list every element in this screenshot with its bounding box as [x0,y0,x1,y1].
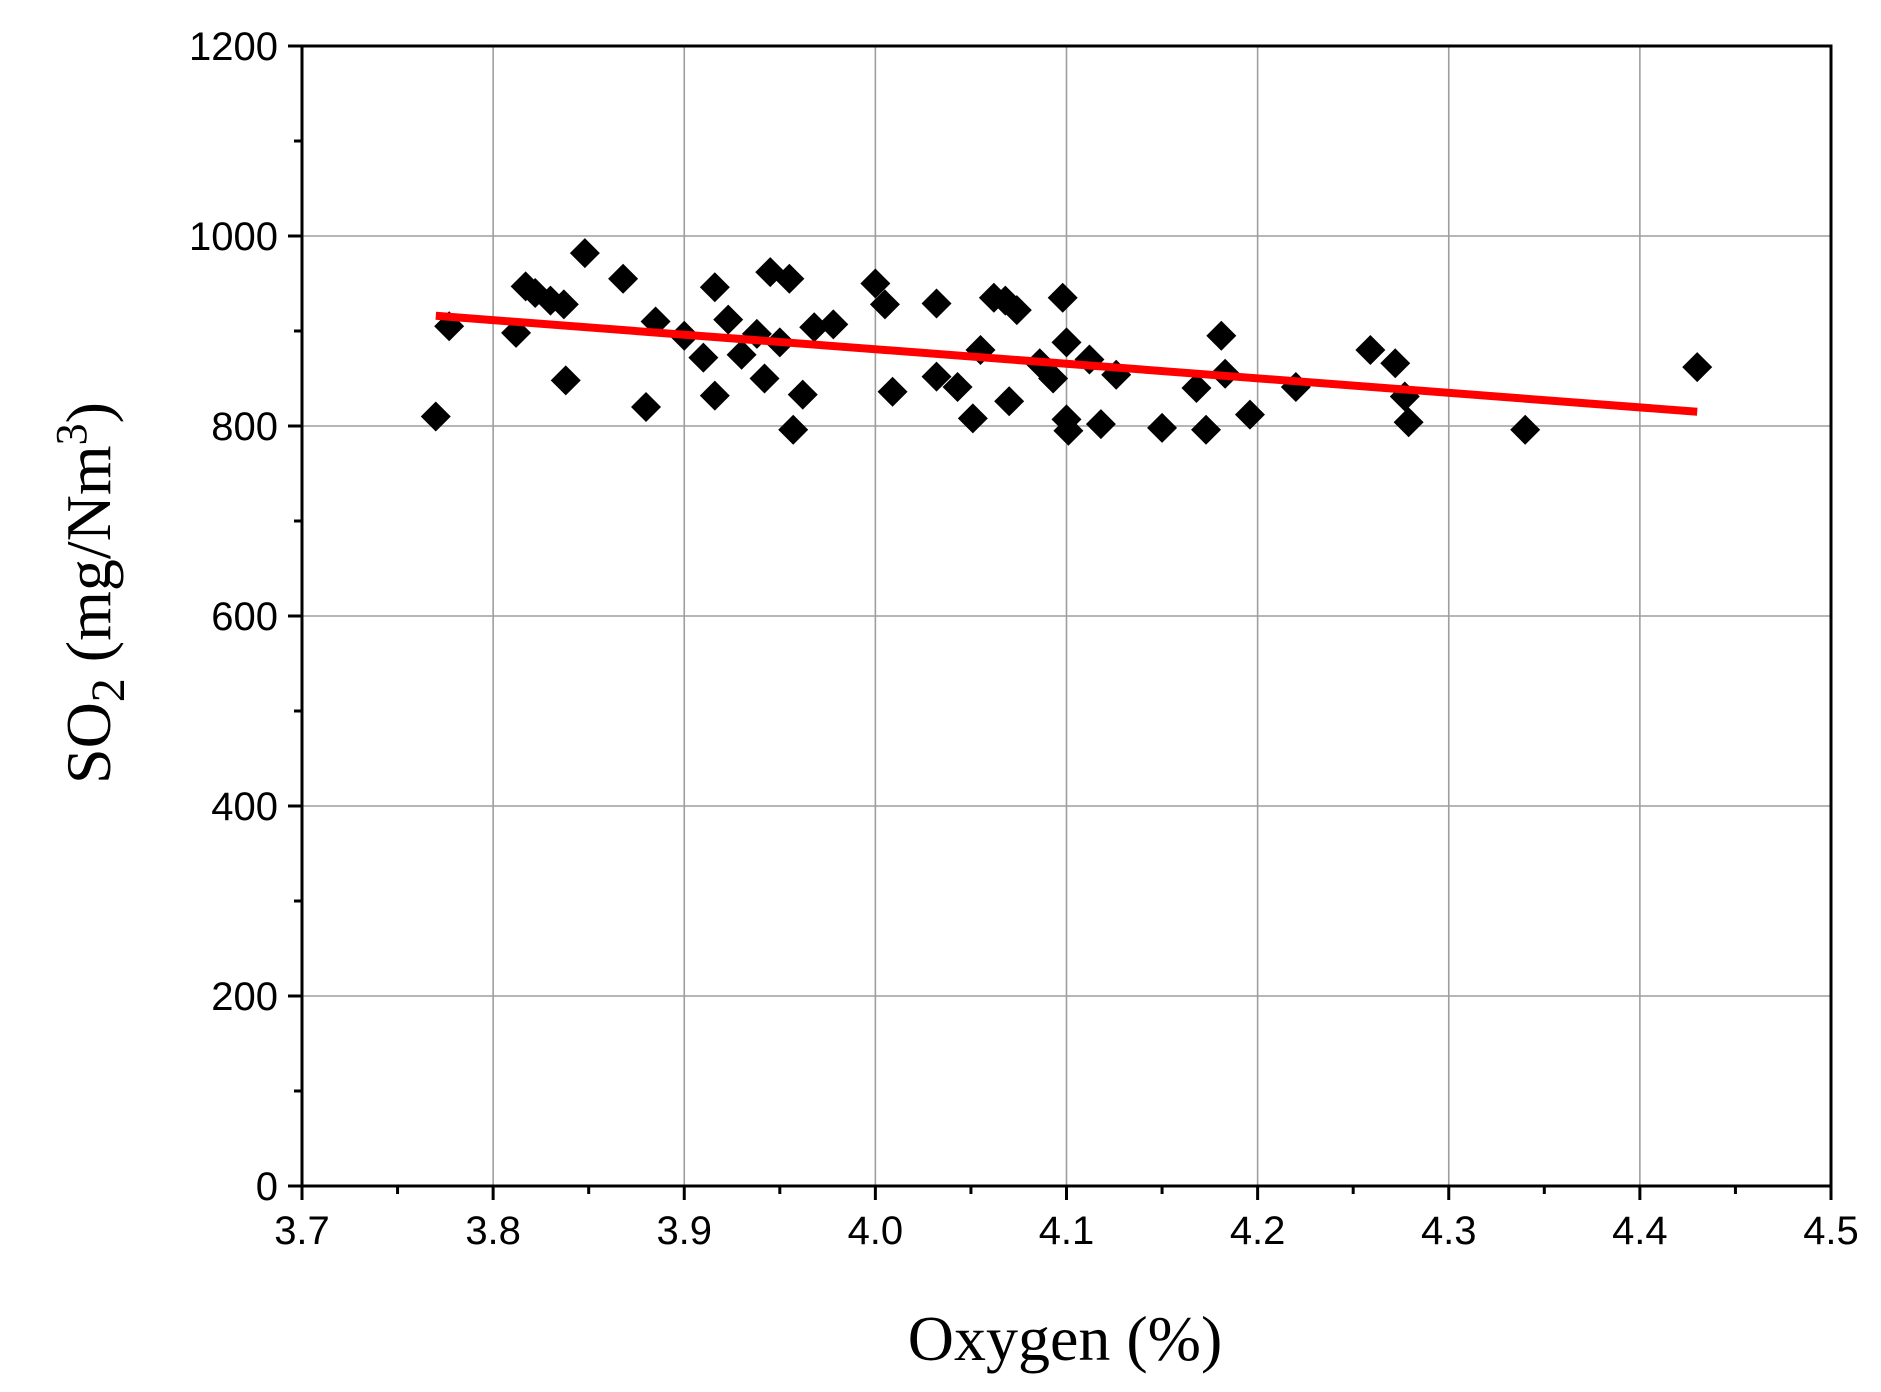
data-point [1380,348,1411,379]
data-point [1147,412,1178,443]
x-tick-label: 4.5 [1803,1209,1859,1253]
data-point [1053,415,1084,446]
data-point [1047,282,1078,313]
fit-line [435,311,1698,416]
y-axis-title: SO2 (mg/Nm3) [47,402,135,784]
data-point [818,309,849,340]
x-tick-label: 3.7 [274,1209,330,1253]
x-tick-label: 3.9 [656,1209,712,1253]
data-point [550,365,581,396]
data-point [774,263,805,294]
data-point [1001,295,1032,326]
y-tick-labels: 0 200 400 600 800 1000 1200 [189,25,278,1209]
y-tick-label: 200 [211,975,278,1019]
x-tick-label: 4.3 [1421,1209,1477,1253]
y-tick-label: 0 [256,1165,278,1209]
x-tick-label: 3.8 [465,1209,521,1253]
y-tick-label: 1000 [189,215,278,259]
x-axis-title: Oxygen (%) [908,1303,1223,1374]
data-point [787,379,818,410]
data-point [1510,414,1541,445]
data-point [860,268,891,299]
y-axis-title-unit: (mg/Nm [53,445,124,678]
data-point [869,289,900,320]
data-point [1682,352,1713,383]
data-point [1234,399,1265,430]
x-tick-label: 4.2 [1230,1209,1286,1253]
data-point [699,272,730,303]
data-point [1191,414,1222,445]
data-point [799,312,830,343]
y-axis-title-subscript: 2 [82,678,135,702]
data-point [726,339,757,370]
data-point [569,238,600,269]
data-point [420,401,451,432]
data-point [548,289,579,320]
data-point [699,380,730,411]
grid-lines [302,46,1831,1186]
data-point [749,363,780,394]
data-point [1355,335,1386,365]
y-axis-title-superscript: 3 [47,423,96,445]
data-point [921,288,952,319]
major-ticks [288,44,1833,1200]
y-axis-title-unit-close: ) [53,402,124,423]
x-tick-label: 4.1 [1039,1209,1095,1253]
x-tick-label: 4.4 [1612,1209,1668,1253]
data-point [1085,409,1116,440]
data-point [778,414,809,445]
x-tick-label: 4.0 [848,1209,904,1253]
data-point [1206,320,1237,351]
y-tick-label: 1200 [189,25,278,69]
data-point [713,304,744,335]
data-point [1038,363,1069,394]
data-point [1051,327,1082,358]
data-point [608,263,639,294]
data-point [688,342,719,373]
data-point [921,361,952,392]
y-tick-label: 400 [211,785,278,829]
data-point [1393,407,1424,438]
plot-frame [300,44,1833,1188]
y-tick-label: 800 [211,405,278,449]
data-point [877,376,908,407]
data-point [994,386,1025,417]
x-tick-labels: 3.7 3.8 3.9 4.0 4.1 4.2 4.3 4.4 4.5 [274,1209,1859,1253]
data-point [1181,373,1212,403]
data-point [942,372,973,403]
data-point [631,392,662,422]
y-tick-label: 600 [211,595,278,639]
data-point [957,403,988,434]
y-axis-title-main: SO [53,702,124,784]
